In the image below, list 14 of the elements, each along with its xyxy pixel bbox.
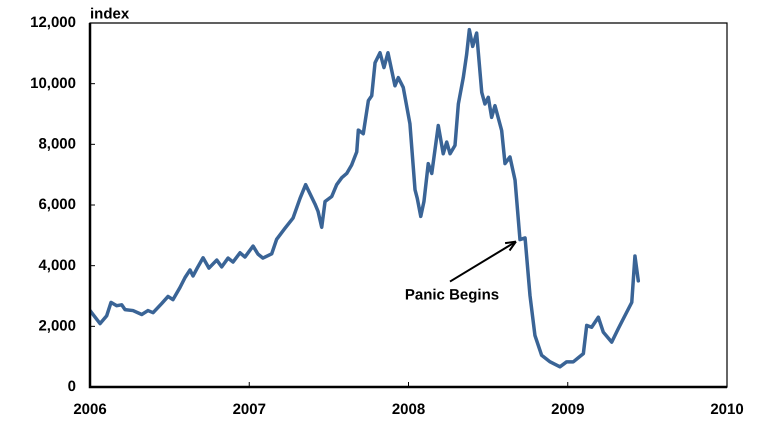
y-axis-title: index: [90, 6, 130, 23]
y-tick-label: 6,000: [38, 196, 76, 214]
x-tick-label: 2006: [73, 401, 107, 418]
x-tick-label: 2010: [710, 401, 744, 418]
annotation: Panic Begins: [404, 286, 500, 304]
x-tick-label: 2009: [551, 401, 584, 418]
y-tick-label: 2,000: [38, 317, 76, 334]
y-tick-label: 10,000: [30, 74, 76, 92]
y-tick-label: 0: [68, 378, 76, 396]
y-tick-label: 4,000: [38, 256, 76, 274]
y-tick-label: 12,000: [30, 14, 76, 32]
x-tick-label: 2008: [392, 401, 426, 418]
x-tick-label: 2007: [232, 401, 266, 418]
y-tick-label: 8,000: [38, 135, 76, 152]
